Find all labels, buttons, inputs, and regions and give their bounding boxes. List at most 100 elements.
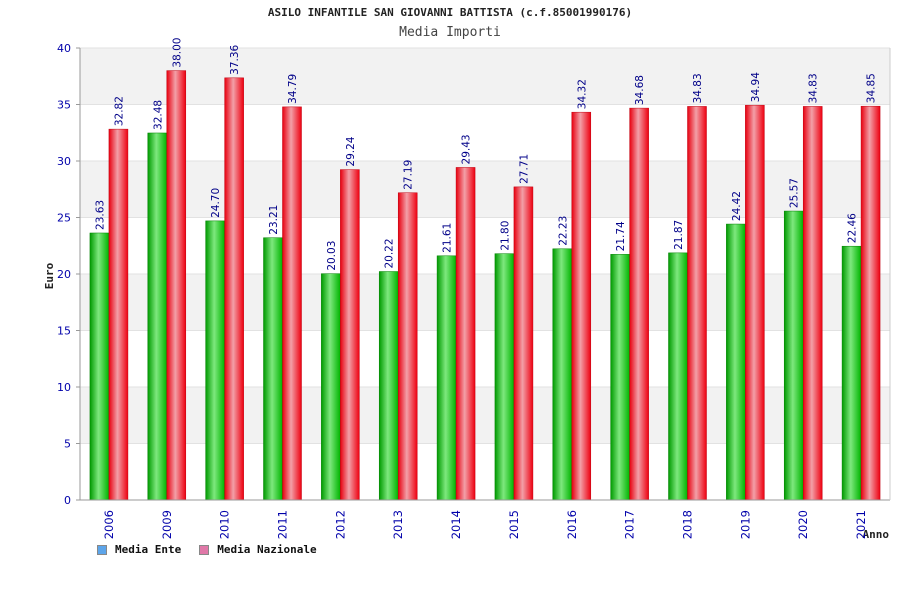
plot-band [80, 387, 890, 444]
data-label: 37.36 [229, 44, 241, 74]
data-label: 38.00 [171, 38, 183, 68]
y-tick-label: 10 [57, 381, 71, 394]
x-tick-label: 2011 [276, 510, 290, 539]
bar-media-nazionale-2014 [455, 167, 476, 501]
y-tick-label: 35 [57, 99, 71, 112]
data-label: 34.68 [634, 75, 646, 105]
bars [89, 70, 881, 501]
bar-media-ente-2018 [668, 252, 688, 501]
plot-band [80, 161, 890, 218]
bar-media-nazionale-2017 [629, 107, 649, 501]
data-label: 23.63 [94, 200, 106, 230]
bar-media-ente-2017 [610, 254, 630, 501]
bar-media-ente-2013 [378, 271, 399, 501]
bar-media-nazionale-2016 [571, 111, 592, 501]
data-labels: 23.63 32.82 32.48 38.00 24.70 37.36 23.21 34.79… [94, 38, 877, 271]
y-tick-label: 25 [57, 212, 71, 225]
x-tick-label: 2018 [681, 510, 695, 539]
data-label: 20.22 [384, 238, 396, 268]
x-tick-label: 2016 [565, 510, 579, 539]
plot-band [80, 443, 890, 500]
data-label: 21.87 [673, 220, 685, 250]
bar-media-ente-2006 [89, 232, 110, 501]
bar-media-nazionale-2019 [745, 104, 765, 501]
x-axis-label: Anno [863, 528, 890, 541]
data-label: 34.83 [808, 73, 820, 103]
bar-media-nazionale-2009 [166, 70, 187, 501]
data-label: 24.70 [210, 188, 222, 218]
data-label: 21.80 [499, 221, 511, 251]
data-label: 21.61 [442, 223, 454, 253]
data-label: 34.94 [750, 72, 762, 102]
bar-media-ente-2014 [436, 255, 457, 501]
data-label: 34.83 [692, 73, 704, 103]
legend-swatch-media-nazionale [199, 544, 210, 555]
legend-label-media-ente: Media Ente [115, 543, 182, 556]
legend-item-media-nazionale: Media Nazionale [199, 543, 317, 556]
x-tick-label: 2009 [160, 510, 174, 539]
chart-title: ASILO INFANTILE SAN GIOVANNI BATTISTA (c… [267, 6, 633, 19]
bar-media-ente-2010 [205, 220, 225, 501]
bar-media-ente-2021 [841, 245, 862, 501]
data-label: 24.42 [731, 191, 743, 221]
x-tick-label: 2019 [738, 510, 752, 539]
bar-media-nazionale-2006 [108, 128, 129, 501]
y-tick-label: 5 [64, 438, 71, 451]
data-label: 29.43 [461, 134, 473, 164]
axes: 0 5 10 15 20 25 30 35 40 Euro Anno 2006 2009 2010 2011… [43, 42, 891, 541]
y-axis-label: Euro [43, 262, 56, 289]
data-label: 21.74 [615, 221, 627, 251]
bar-media-nazionale-2020 [802, 106, 823, 501]
data-label: 22.46 [847, 213, 859, 243]
data-label: 20.03 [326, 241, 338, 271]
plot-band [80, 274, 890, 331]
x-tick-label: 2014 [449, 510, 463, 539]
y-tick-label: 15 [57, 325, 71, 338]
legend: Media Ente Media Nazionale [97, 543, 317, 556]
legend-label-media-nazionale: Media Nazionale [217, 543, 317, 556]
chart-subtitle: Media Importi [399, 25, 501, 40]
x-tick-label: 2010 [218, 510, 232, 539]
x-tick-label: 2015 [507, 510, 521, 539]
x-tick-label: 2006 [102, 510, 116, 539]
data-label: 34.85 [866, 73, 878, 103]
plot-band [80, 48, 890, 105]
bar-media-nazionale-2013 [397, 192, 418, 501]
data-label: 32.48 [152, 100, 164, 130]
bar-media-ente-2012 [321, 273, 341, 501]
plot-band [80, 104, 890, 161]
y-tick-label: 20 [57, 268, 71, 281]
plot-band [80, 330, 890, 387]
data-label: 34.32 [576, 79, 588, 109]
data-label: 27.19 [403, 160, 415, 190]
legend-swatch-media-ente [97, 544, 107, 555]
bar-media-ente-2019 [726, 223, 746, 501]
bar-media-ente-2009 [147, 132, 168, 501]
x-tick-label: 2021 [854, 510, 868, 539]
bar-media-nazionale-2015 [513, 186, 534, 501]
data-label: 34.79 [287, 74, 299, 104]
data-label: 23.21 [268, 205, 280, 235]
x-tick-label: 2013 [391, 510, 405, 539]
x-tick-label: 2017 [623, 510, 637, 539]
plot-band [80, 217, 890, 274]
data-label: 29.24 [345, 136, 357, 166]
legend-item-media-ente: Media Ente [97, 543, 181, 556]
data-label: 22.23 [557, 216, 569, 246]
data-label: 25.57 [789, 178, 801, 208]
bar-media-ente-2015 [494, 253, 515, 501]
bar-media-nazionale-2012 [340, 169, 360, 501]
x-tick-label: 2012 [333, 510, 347, 539]
bar-media-nazionale-2011 [282, 106, 302, 501]
bar-media-ente-2016 [552, 248, 573, 501]
y-tick-label: 0 [64, 494, 71, 507]
bar-media-nazionale-2018 [687, 106, 707, 501]
bar-media-nazionale-2010 [224, 77, 244, 501]
bar-media-ente-2020 [783, 210, 804, 501]
y-tick-label: 40 [57, 42, 71, 55]
data-label: 27.71 [518, 154, 530, 184]
x-tick-label: 2020 [796, 510, 810, 539]
bar-media-ente-2011 [263, 237, 283, 501]
y-tick-label: 30 [57, 155, 71, 168]
